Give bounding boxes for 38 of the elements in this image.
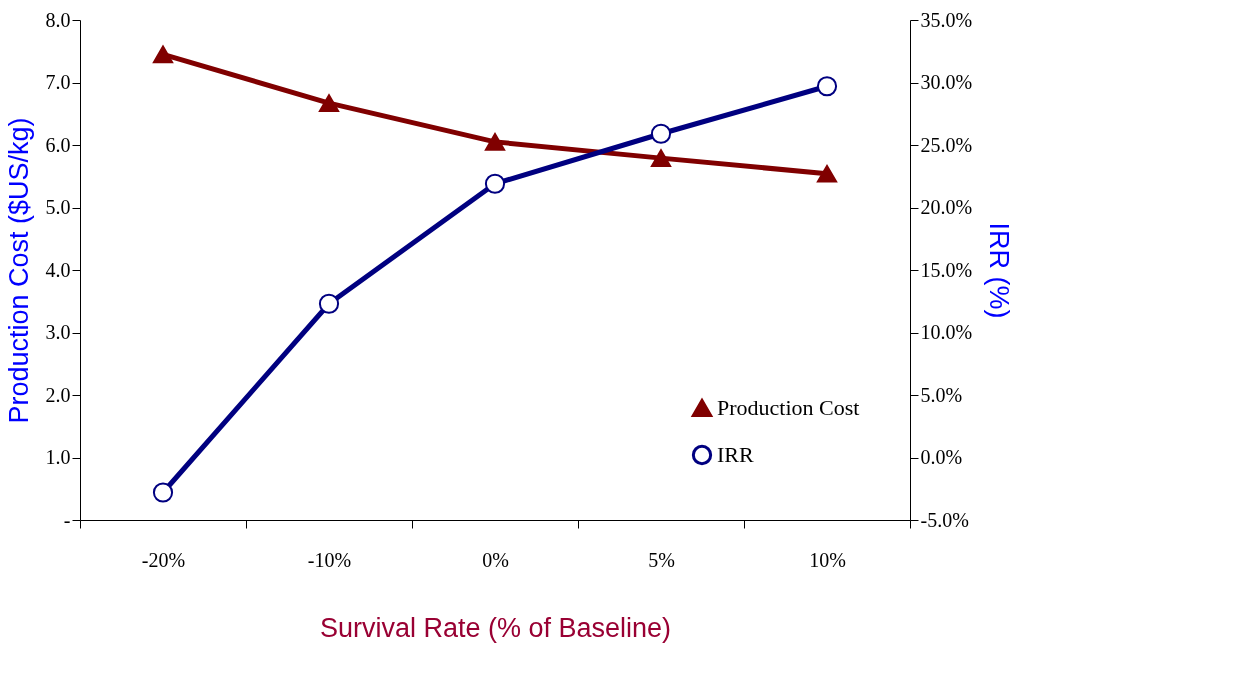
y2-tick-label: 20.0% — [920, 196, 973, 218]
y-tick-label: 3.0 — [45, 321, 71, 343]
x-tick-label: -20% — [141, 548, 186, 571]
point — [484, 133, 506, 151]
point — [152, 45, 174, 64]
point — [816, 164, 838, 183]
y2-tick-label: 25.0% — [920, 133, 973, 156]
y2-tick-label: 35.0% — [920, 8, 973, 31]
point — [318, 94, 340, 112]
y-tick-label: - — [63, 508, 71, 531]
legend-label: IRR — [717, 442, 754, 467]
y-tick-label: 6.0 — [45, 133, 71, 156]
point — [152, 482, 174, 503]
x-tick-label: -10% — [307, 548, 352, 571]
point — [816, 76, 838, 97]
point — [650, 149, 672, 167]
x-tick-label: 0% — [482, 548, 509, 571]
x-tick-label: 5% — [648, 548, 675, 571]
y-tick-label: 7.0 — [45, 71, 71, 93]
y-tick-label: 5.0 — [45, 196, 71, 218]
y2-tick-label: -5.0% — [920, 508, 969, 531]
y-axis-title: Production Cost ($US/kg) — [3, 117, 34, 424]
point — [650, 123, 672, 144]
y2-tick-label: 15.0% — [920, 258, 973, 281]
y-tick-label: 2.0 — [45, 383, 71, 406]
y2-axis-title: IRR (%) — [984, 222, 1015, 319]
legend-label: Production Cost — [717, 395, 860, 420]
y-tick-label: 8.0 — [45, 8, 71, 31]
y2-tick-label: 30.0% — [920, 71, 973, 93]
y-tick-label: 1.0 — [45, 446, 71, 468]
point — [484, 173, 506, 194]
y2-tick-label: 0.0% — [920, 446, 963, 468]
point — [318, 293, 340, 314]
y2-tick-label: 5.0% — [920, 383, 963, 406]
x-axis-title: Survival Rate (% of Baseline) — [319, 612, 672, 643]
x-tick-label: 10% — [809, 548, 846, 571]
y2-tick-label: 10.0% — [920, 321, 973, 343]
y-tick-label: 4.0 — [45, 258, 71, 281]
